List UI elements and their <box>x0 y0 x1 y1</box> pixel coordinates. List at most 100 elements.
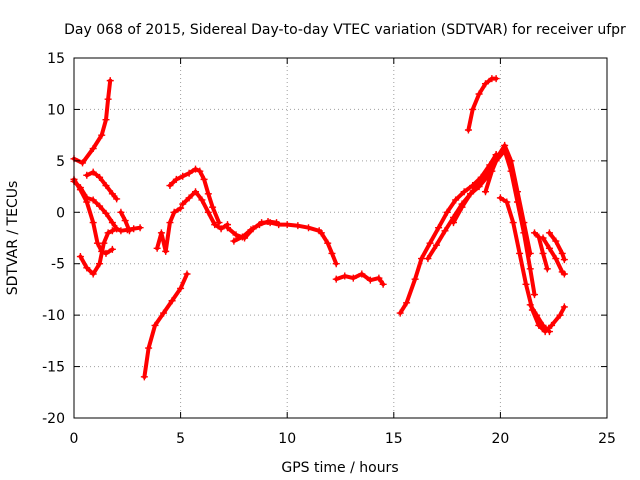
series-s12 <box>230 218 281 245</box>
data-point-marker <box>83 264 91 272</box>
x-tick-label: 20 <box>491 431 509 447</box>
data-point-marker <box>545 229 553 237</box>
data-point-marker <box>102 209 110 217</box>
series-s19 <box>481 141 534 257</box>
data-point-marker <box>273 219 281 227</box>
series-s24 <box>526 301 553 336</box>
data-point-marker <box>96 260 104 268</box>
axis-ticks: 0 5 10 15 20 25 -20 -15 -10 -5 0 5 10 15 <box>42 51 616 447</box>
data-point-marker <box>539 321 547 329</box>
data-point-marker <box>403 299 411 307</box>
series-trace <box>72 78 113 165</box>
data-point-marker <box>113 225 121 233</box>
data-point-marker <box>200 175 208 183</box>
data-point-marker <box>522 280 530 288</box>
chart-title: Day 068 of 2015, Sidereal Day-to-day VTE… <box>64 22 626 38</box>
data-point-marker <box>488 167 496 175</box>
data-point-marker <box>317 229 325 237</box>
data-point-marker <box>106 77 114 85</box>
data-point-marker <box>492 75 500 83</box>
data-point-marker <box>494 152 502 160</box>
data-point-marker <box>170 208 178 216</box>
data-point-marker <box>526 249 534 257</box>
data-point-marker <box>196 167 204 175</box>
x-tick-label: 5 <box>176 431 185 447</box>
data-point-marker <box>145 344 153 352</box>
data-point-marker <box>332 275 340 283</box>
data-point-marker <box>552 237 560 245</box>
data-point-marker <box>247 226 255 234</box>
data-point-marker <box>179 172 187 180</box>
series-s7 <box>140 270 191 381</box>
data-point-marker <box>121 217 129 225</box>
data-point-marker <box>215 219 223 227</box>
data-series <box>70 75 568 381</box>
series-trace <box>155 206 183 254</box>
data-point-marker <box>157 229 165 237</box>
series-s13 <box>317 229 340 268</box>
data-point-marker <box>140 373 148 381</box>
data-point-marker <box>539 249 547 257</box>
data-point-marker <box>108 190 116 198</box>
data-point-marker <box>185 169 193 177</box>
data-point-marker <box>503 198 511 206</box>
data-point-marker <box>108 245 116 253</box>
series-s22 <box>539 234 568 278</box>
data-point-marker <box>102 116 110 124</box>
data-point-marker <box>108 227 116 235</box>
data-point-marker <box>166 219 174 227</box>
series-trace <box>547 230 567 262</box>
data-point-marker <box>533 311 541 319</box>
data-point-marker <box>89 196 97 204</box>
data-point-marker <box>481 80 489 88</box>
data-point-marker <box>535 233 543 241</box>
data-point-marker <box>366 276 374 284</box>
x-tick-label: 10 <box>278 431 296 447</box>
data-point-marker <box>204 190 212 198</box>
data-point-marker <box>441 227 449 235</box>
data-point-marker <box>560 303 568 311</box>
series-trace <box>167 167 221 225</box>
data-point-marker <box>375 274 383 282</box>
data-point-marker <box>177 284 185 292</box>
data-point-marker <box>305 224 313 232</box>
data-point-marker <box>543 265 551 273</box>
series-s4 <box>76 225 121 278</box>
data-point-marker <box>98 131 106 139</box>
data-point-marker <box>89 168 97 176</box>
data-point-marker <box>230 237 238 245</box>
data-point-marker <box>531 229 539 237</box>
series-s23 <box>545 229 568 264</box>
data-point-marker <box>96 202 104 210</box>
series-s6 <box>117 208 133 235</box>
data-point-marker <box>469 105 477 113</box>
data-point-marker <box>168 297 176 305</box>
data-point-marker <box>183 270 191 278</box>
data-point-marker <box>204 208 212 216</box>
data-point-marker <box>179 200 187 208</box>
data-point-marker <box>89 219 97 227</box>
data-point-marker <box>460 188 468 196</box>
data-point-marker <box>166 182 174 190</box>
data-point-marker <box>424 255 432 263</box>
data-point-marker <box>117 208 125 216</box>
data-point-marker <box>192 165 200 173</box>
data-point-marker <box>513 188 521 196</box>
data-point-marker <box>232 231 240 239</box>
series-trace <box>532 230 550 271</box>
data-point-marker <box>93 239 101 247</box>
data-point-marker <box>192 188 200 196</box>
data-point-marker <box>526 301 534 309</box>
y-tick-label: -15 <box>42 360 65 376</box>
data-point-marker <box>481 188 489 196</box>
data-point-marker <box>328 249 336 257</box>
data-point-marker <box>496 194 504 202</box>
series-s10 <box>179 188 232 233</box>
data-point-marker <box>452 196 460 204</box>
data-point-marker <box>552 255 560 263</box>
series-s18 <box>464 75 500 134</box>
data-point-marker <box>79 159 87 167</box>
data-point-marker <box>520 219 528 227</box>
data-point-marker <box>177 204 185 212</box>
data-point-marker <box>426 239 434 247</box>
